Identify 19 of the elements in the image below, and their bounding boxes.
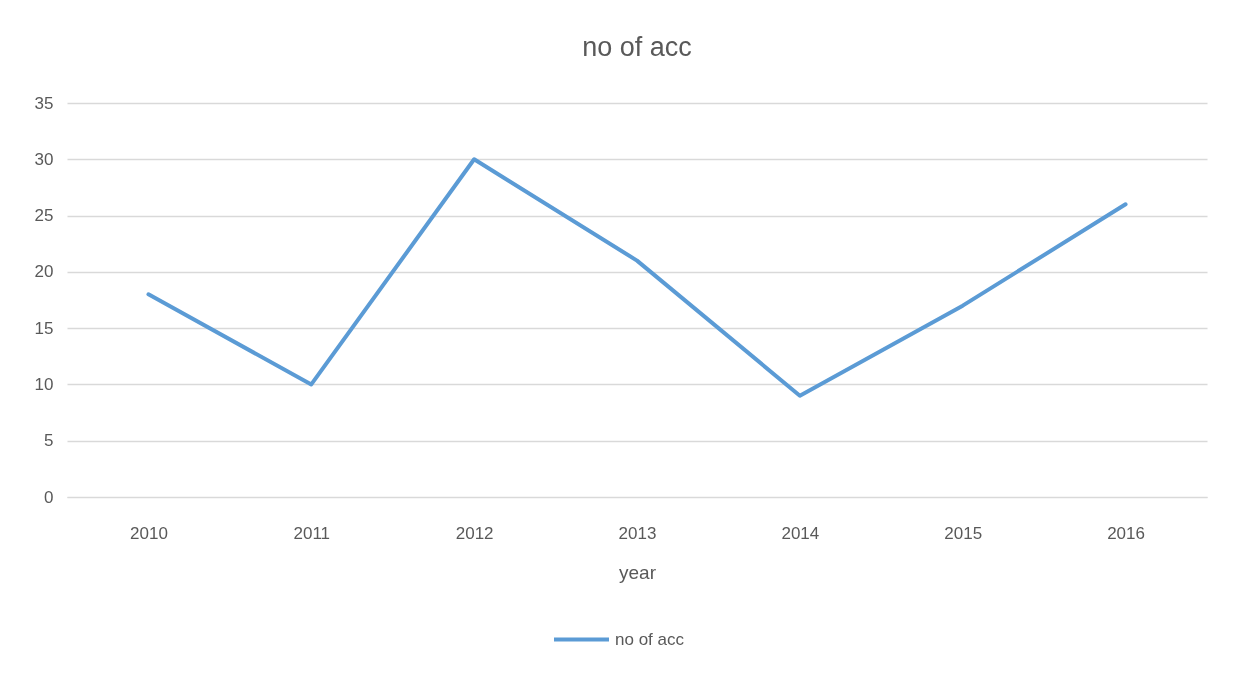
x-tick-label: 2012 [455,523,494,543]
x-axis-title: year [619,561,657,583]
y-tick-label: 20 [34,262,54,282]
y-tick-label: 10 [34,374,54,394]
chart-title: no of acc [582,32,692,62]
x-tick-label: 2013 [618,523,657,543]
y-tick-label: 5 [44,431,54,451]
line-series [146,157,1128,398]
y-tick-label: 15 [34,318,54,338]
y-tick-label: 0 [44,487,54,507]
legend-label: no of acc [615,629,685,649]
y-tick-label: 30 [34,149,54,169]
y-tick-label: 25 [34,206,54,226]
x-tick-label: 2010 [130,523,168,543]
x-tick-label: 2014 [781,523,820,543]
x-tick-label: 2011 [293,523,331,543]
y-tick-label: 35 [34,93,54,113]
x-tick-label: 2015 [944,523,983,543]
x-tick-label: 2016 [1107,523,1145,543]
